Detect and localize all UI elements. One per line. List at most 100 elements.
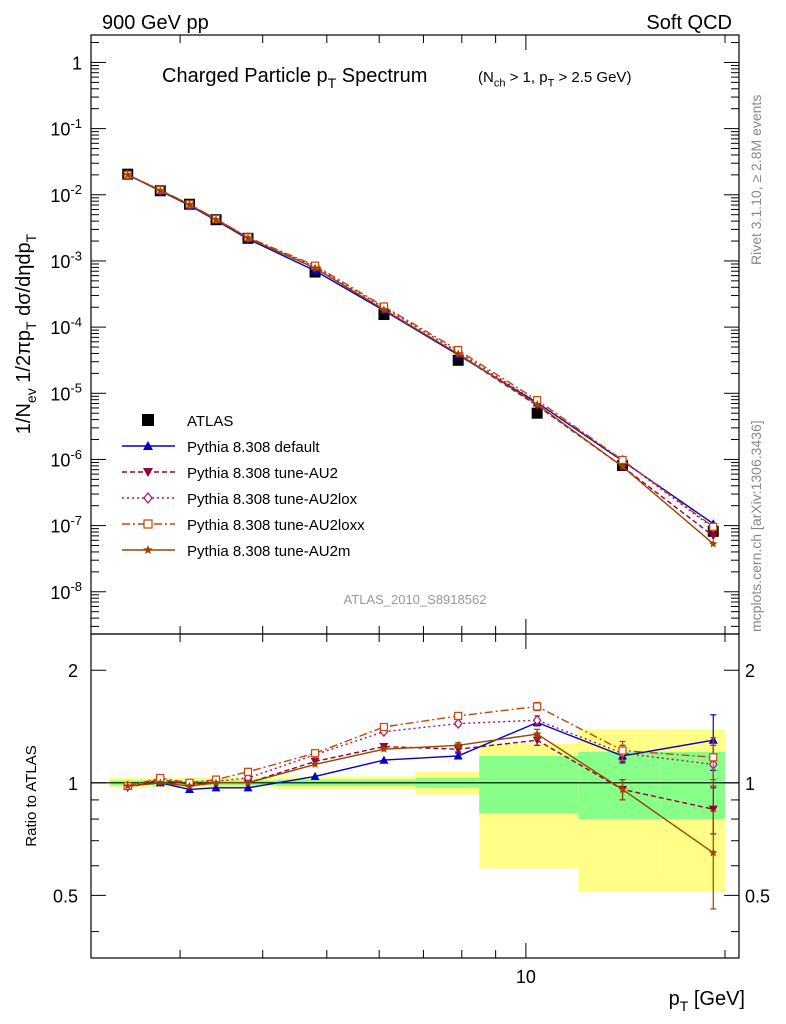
legend-entry: ATLAS [142, 413, 233, 430]
ratio-y-tick-label: 1 [68, 774, 78, 794]
ratio-plot-area [91, 701, 739, 910]
data-point [532, 399, 542, 408]
data-point [532, 729, 542, 738]
ratio-axes: 10 0.5 0.5 1 1 2 2 [53, 634, 770, 987]
main-y-axis-label: 1/Nev​ 1/2πpT​ dσ/dηdpT​ [13, 233, 39, 434]
data-point [123, 170, 132, 179]
data-point [618, 746, 627, 755]
legend-label: Pythia 8.308 default [187, 439, 320, 456]
y-tick-label: 10-3​ [50, 248, 82, 272]
series-5 [123, 170, 718, 548]
data-point [533, 702, 542, 711]
data-point [378, 309, 390, 321]
data-point [243, 778, 253, 787]
ratio-y-axis-label: Ratio to ATLAS [23, 745, 40, 846]
legend-entry: Pythia 8.308 tune-AU2m [122, 543, 350, 560]
ratio-series-4 [123, 728, 718, 910]
main-title: Charged Particle pT​ Spectrum (Nch​ > 1,… [162, 65, 631, 91]
y-tick-label: 10-6​ [50, 447, 82, 471]
data-point [143, 492, 153, 504]
x-axis-label: pT​ [GeV] [669, 988, 745, 1014]
legend-entry: Pythia 8.308 tune-AU2loxx [122, 517, 365, 534]
data-point [379, 744, 389, 753]
ratio-y-tick-label-right: 2 [745, 661, 755, 681]
data-point [310, 749, 320, 758]
y-tick-label: 10-8​ [50, 579, 82, 603]
x-tick-label: 10 [516, 967, 536, 987]
rivet-version-label: Rivet 3.1.10, ≥ 2.8M events [748, 95, 764, 265]
data-point [708, 805, 718, 814]
data-point [143, 468, 153, 477]
legend-label: Pythia 8.308 tune-AU2lox [187, 491, 358, 508]
ratio-y-tick-label: 2 [68, 661, 78, 681]
data-point [452, 354, 464, 366]
chart-title-note: (Nch​ > 1, pT​ > 2.5 GeV) [478, 69, 631, 90]
legend-entry: Pythia 8.308 default [122, 439, 320, 456]
legend-label: Pythia 8.308 tune-AU2loxx [187, 517, 365, 534]
ratio-panel: 10 0.5 0.5 1 1 2 2 Ratio to ATLAS [23, 633, 770, 987]
data-point [185, 200, 194, 209]
data-point [211, 778, 221, 787]
y-tick-label: 10-4​ [50, 315, 82, 339]
ratio-y-tick-label-right: 0.5 [745, 886, 770, 906]
data-point [618, 462, 627, 471]
data-point [379, 755, 389, 764]
legend: ATLAS Pythia 8.308 default Pythia 8.308 tu… [122, 413, 365, 560]
ratio-y-tick-label-right: 1 [745, 774, 755, 794]
data-point [453, 718, 463, 730]
legend-entry: Pythia 8.308 tune-AU2 [122, 465, 338, 482]
data-point [143, 519, 153, 529]
data-point [243, 233, 253, 242]
main-panel: 10-8​ 10-7​ 10-6​ 10-5​ 10-4​ 10-3​ 10-2​ 10-1​… [13, 34, 740, 635]
y-tick-label: 10-1​ [50, 116, 82, 140]
mcplots-label: mcplots.cern.ch [arXiv:1306.3436] [748, 420, 764, 632]
data-point [310, 771, 320, 781]
data-point [156, 186, 165, 195]
main-plot-area [122, 168, 719, 548]
uncertainty-band-stat [479, 755, 579, 814]
y-tick-label: 1 [72, 53, 82, 73]
energy-label: 900 GeV pp [102, 12, 209, 34]
data-point [143, 441, 153, 450]
analysis-label: ATLAS_2010_S8918562 [344, 592, 487, 607]
data-point [243, 767, 253, 776]
data-point [532, 714, 542, 726]
ratio-frame [90, 633, 740, 959]
data-point [454, 711, 463, 720]
legend-label: Pythia 8.308 tune-AU2 [187, 465, 338, 482]
data-point [709, 753, 718, 762]
data-point [453, 751, 463, 760]
chart-title: Charged Particle pT​ Spectrum [162, 65, 427, 91]
data-point [709, 848, 718, 857]
y-tick-label: 10-5​ [50, 381, 82, 405]
ratio-series-3 [123, 701, 718, 791]
data-point [453, 349, 463, 358]
data-point [709, 522, 718, 531]
series-line [127, 174, 714, 545]
legend-entry: Pythia 8.308 tune-AU2lox [122, 491, 358, 508]
legend-label: ATLAS [187, 413, 233, 430]
data-point [709, 539, 718, 548]
data-point [708, 532, 718, 541]
data-point [310, 759, 320, 768]
data-point [143, 545, 153, 554]
ratio-y-tick-label: 0.5 [53, 886, 78, 906]
legend-label: Pythia 8.308 tune-AU2m [187, 543, 350, 560]
main-axes: 10-8​ 10-7​ 10-6​ 10-5​ 10-4​ 10-3​ 10-2​ 10-1​… [50, 35, 739, 634]
data-point [618, 784, 627, 794]
series-2 [123, 171, 718, 541]
process-label: Soft QCD [646, 12, 732, 34]
data-point [156, 778, 165, 787]
data-point [379, 305, 389, 314]
data-point [185, 781, 194, 790]
y-tick-label: 10-7​ [50, 513, 82, 537]
y-tick-label: 10-2​ [50, 182, 82, 206]
data-point [379, 722, 389, 732]
data-point [142, 414, 154, 426]
data-point [123, 781, 132, 790]
data-point [211, 215, 221, 224]
data-point [310, 263, 320, 272]
data-point [531, 407, 543, 419]
data-point [453, 740, 463, 749]
